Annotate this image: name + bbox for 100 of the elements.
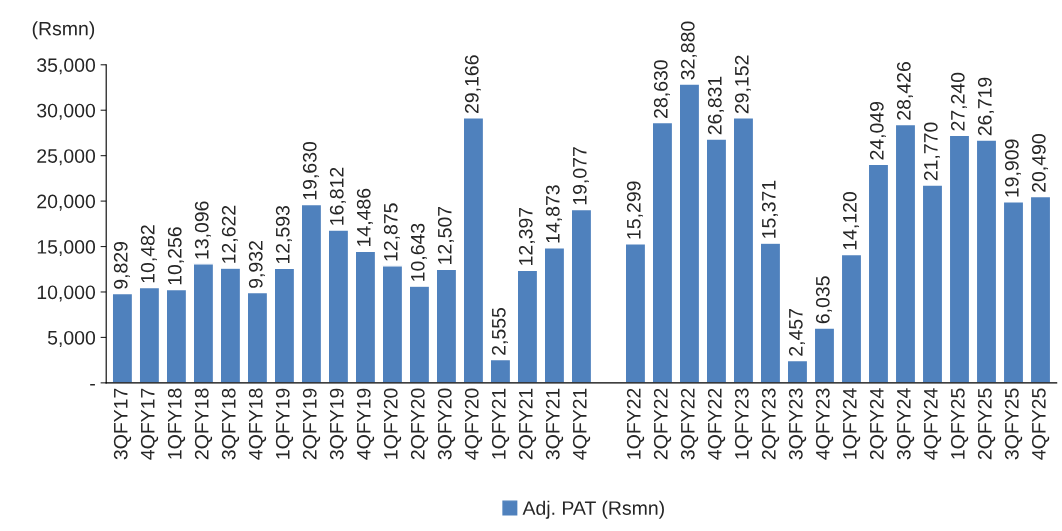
data-label: 19,630 — [302, 141, 319, 200]
x-tick-label: 4QFY17 — [140, 388, 159, 460]
bar — [678, 83, 701, 383]
bar — [813, 327, 836, 383]
bar — [354, 250, 377, 383]
data-label: 20,490 — [1031, 134, 1049, 192]
x-tick-label: 2QFY21 — [518, 388, 537, 460]
x-tick-label: 3QFY23 — [788, 388, 807, 460]
bar — [759, 242, 782, 383]
data-label: 12,397 — [518, 207, 535, 265]
bar — [894, 123, 917, 383]
bar — [300, 203, 323, 383]
x-tick-label: 2QFY19 — [302, 388, 321, 460]
x-tick-label: 1QFY21 — [491, 388, 510, 459]
bar — [489, 358, 512, 383]
bar — [948, 134, 971, 383]
data-label: 10,482 — [140, 225, 157, 283]
data-label: 16,812 — [329, 167, 346, 225]
x-tick-label: 2QFY20 — [410, 388, 429, 460]
bar — [516, 269, 539, 383]
x-tick-label: 1QFY20 — [383, 388, 402, 459]
x-tick-label: 4QFY21 — [572, 388, 591, 460]
data-label: 15,371 — [761, 180, 778, 238]
x-tick-label: 2QFY23 — [761, 388, 780, 460]
bar — [570, 208, 593, 383]
x-tick-label: 1QFY23 — [734, 388, 753, 459]
y-tick-label: 5,000 — [47, 330, 96, 347]
x-tick-label: 2QFY24 — [869, 388, 888, 460]
data-label: 19,909 — [1004, 139, 1021, 197]
data-label: 14,486 — [356, 188, 373, 246]
bar — [273, 267, 296, 383]
x-tick-label: 1QFY19 — [275, 388, 294, 459]
bar — [705, 138, 728, 383]
bar — [111, 292, 134, 383]
bar — [138, 286, 161, 383]
y-tick-label: - — [90, 383, 95, 386]
bar — [921, 184, 944, 383]
data-label: 26,831 — [707, 76, 724, 135]
x-tick-label: 3QFY18 — [221, 388, 240, 460]
bar — [462, 117, 485, 383]
data-label: 29,152 — [734, 55, 751, 114]
bar — [624, 243, 647, 383]
data-label: 2,555 — [491, 307, 508, 355]
bar — [1002, 201, 1025, 383]
data-label: 14,120 — [842, 192, 859, 250]
x-tick-label: 3QFY20 — [437, 388, 456, 460]
bar — [543, 246, 566, 383]
data-label: 12,507 — [437, 206, 454, 264]
y-tick-label: 10,000 — [37, 285, 96, 302]
x-tick-label: 3QFY24 — [896, 388, 915, 460]
x-tick-label: 4QFY19 — [356, 388, 375, 460]
y-tick-label: 30,000 — [37, 103, 96, 120]
bar — [246, 291, 269, 383]
data-label: 21,770 — [923, 122, 940, 181]
x-tick-label: 1QFY25 — [950, 388, 969, 459]
bar — [192, 263, 215, 383]
bar — [732, 117, 755, 383]
bar — [165, 288, 188, 383]
x-tick-label: 4QFY25 — [1031, 388, 1050, 460]
data-label: 27,240 — [950, 72, 967, 131]
x-tick-label: 4QFY24 — [923, 388, 942, 460]
x-tick-label: 1QFY24 — [842, 388, 861, 459]
data-label: 2,457 — [788, 309, 805, 356]
data-label: 12,622 — [221, 205, 238, 263]
x-tick-label: 2QFY18 — [194, 388, 213, 460]
bar — [867, 163, 890, 383]
data-label: 9,829 — [113, 241, 130, 289]
y-tick-label: 35,000 — [37, 58, 96, 75]
y-tick-label: 15,000 — [37, 240, 96, 257]
x-tick-label: 1QFY22 — [626, 388, 645, 459]
data-label: 24,049 — [869, 101, 886, 160]
data-label: 26,719 — [977, 77, 994, 136]
data-label: 15,299 — [626, 181, 643, 239]
x-tick-label: 3QFY21 — [545, 388, 564, 460]
data-label: 28,630 — [653, 60, 670, 118]
x-tick-label: 4QFY22 — [707, 388, 726, 460]
x-tick-label: 3QFY22 — [680, 388, 699, 460]
bar — [786, 359, 809, 383]
data-label: 10,256 — [167, 227, 184, 285]
bar — [327, 229, 350, 383]
x-tick-label: 1QFY18 — [167, 388, 186, 459]
bar — [975, 139, 998, 383]
data-label: 12,875 — [383, 203, 400, 261]
bar — [408, 285, 431, 383]
bar — [840, 253, 863, 383]
y-axis-title: (Rsmn) — [32, 21, 95, 40]
bar — [219, 267, 242, 383]
x-tick-label: 4QFY20 — [464, 388, 483, 460]
x-tick-label: 4QFY18 — [248, 388, 267, 460]
y-tick-label: 20,000 — [37, 194, 96, 211]
data-label: 6,035 — [815, 276, 832, 324]
x-tick-label: 4QFY23 — [815, 388, 834, 460]
data-label: 14,873 — [545, 185, 562, 243]
y-tick-label: 25,000 — [37, 149, 96, 166]
bar — [651, 121, 674, 383]
data-label: 9,932 — [248, 241, 265, 288]
x-tick-label: 2QFY22 — [653, 388, 672, 460]
data-label: 28,426 — [896, 62, 913, 120]
bar — [381, 265, 404, 383]
data-label: 32,880 — [680, 21, 697, 80]
